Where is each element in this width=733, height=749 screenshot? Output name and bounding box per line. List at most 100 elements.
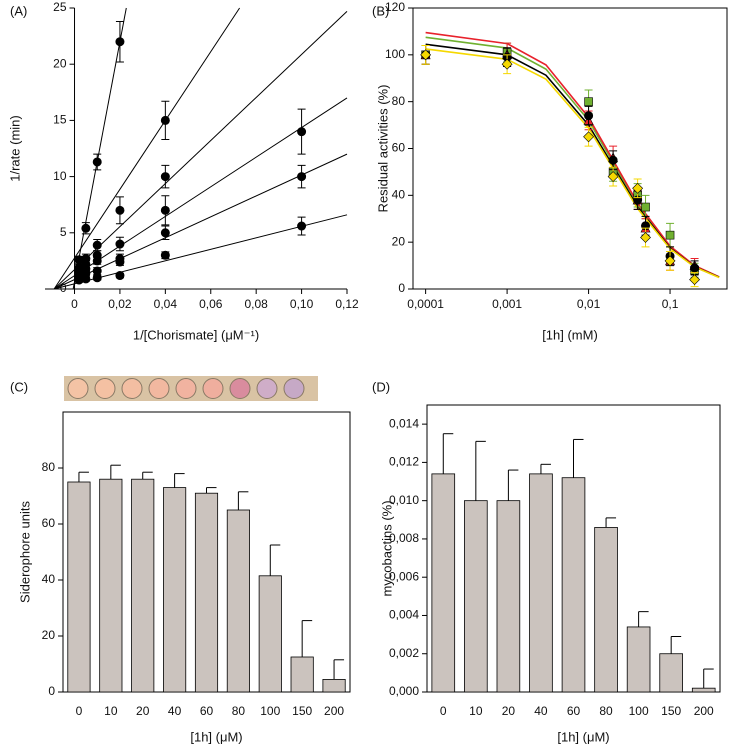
x-tick-label: 40 [168, 704, 182, 718]
marker [664, 255, 676, 267]
y-axis-title: mycobactins (%) [379, 500, 394, 596]
bar [226, 509, 250, 693]
x-tick-label: 10 [469, 704, 483, 718]
x-tick-label: 20 [502, 704, 516, 718]
marker [115, 37, 125, 47]
bar [464, 500, 488, 693]
y-tick-label: 15 [53, 113, 67, 127]
fit-line [53, 7, 241, 290]
y-tick-label: 5 [60, 225, 67, 239]
marker [584, 97, 593, 106]
y-tick-label: 0,004 [389, 608, 419, 622]
bar [431, 473, 456, 693]
well [148, 378, 170, 399]
marker [115, 271, 125, 281]
bar [496, 500, 521, 693]
x-tick-label: 60 [567, 704, 581, 718]
marker [160, 228, 170, 238]
y-tick-label: 0,002 [389, 646, 419, 660]
x-tick-label: 0 [76, 704, 83, 718]
x-axis-title: [1h] (mM) [542, 327, 598, 342]
marker [640, 232, 651, 243]
x-tick-label: 20 [136, 704, 150, 718]
bar [561, 477, 586, 693]
fit-line [425, 43, 720, 279]
x-tick-label: 0 [440, 704, 447, 718]
bar [290, 656, 314, 693]
marker [583, 131, 594, 143]
well [175, 378, 197, 399]
bar [99, 478, 123, 693]
marker [689, 274, 701, 286]
x-tick-label: 200 [694, 704, 714, 718]
well [229, 378, 251, 399]
marker [115, 205, 125, 215]
y-tick-label: 0,008 [389, 531, 419, 545]
well-strip [64, 376, 318, 401]
bar [659, 653, 683, 693]
marker [665, 230, 675, 240]
fit-line [425, 48, 720, 279]
marker [81, 274, 91, 284]
marker [632, 182, 644, 194]
marker [115, 257, 125, 267]
y-axis-title: Residual activities (%) [375, 85, 390, 213]
y-tick-label: 60 [392, 141, 406, 155]
marker [92, 240, 102, 250]
marker [160, 115, 170, 125]
y-tick-label: 60 [42, 516, 56, 530]
plot-frame [412, 7, 728, 290]
panel-label: (A) [10, 3, 27, 18]
fit-line [53, 11, 348, 290]
marker [607, 171, 619, 183]
marker [160, 172, 170, 182]
marker [160, 205, 170, 215]
x-tick-label: 40 [534, 704, 548, 718]
x-tick-label: 0,01 [577, 297, 601, 311]
marker [584, 111, 594, 121]
y-tick-label: 0 [398, 281, 405, 295]
x-tick-label: 0,001 [492, 297, 522, 311]
bar [691, 687, 716, 693]
x-tick-label: 60 [200, 704, 214, 718]
marker [501, 58, 513, 70]
y-tick-label: 80 [42, 460, 56, 474]
fit-line [425, 31, 720, 278]
y-tick-label: 0,000 [389, 684, 419, 698]
x-tick-label: 150 [661, 704, 681, 718]
marker [92, 273, 102, 283]
x-tick-label: 0,06 [199, 297, 223, 311]
x-axis-title: 1/[Chorismate] (μM⁻¹) [133, 327, 259, 342]
y-tick-label: 0,006 [389, 569, 419, 583]
marker [160, 250, 170, 260]
bar [626, 626, 651, 693]
marker [81, 223, 91, 233]
x-tick-label: 0,1 [662, 297, 679, 311]
bar [529, 473, 553, 693]
y-tick-label: 40 [42, 572, 56, 586]
x-tick-label: 100 [260, 704, 280, 718]
y-tick-label: 20 [392, 234, 406, 248]
x-tick-label: 0,10 [290, 297, 314, 311]
bar [258, 575, 282, 693]
panel-label: (B) [372, 3, 389, 18]
bar [594, 527, 618, 693]
x-tick-label: 150 [292, 704, 312, 718]
x-tick-label: 80 [232, 704, 246, 718]
marker [92, 256, 102, 266]
y-tick-label: 0 [60, 281, 67, 295]
marker [690, 263, 700, 273]
fit-line [425, 36, 720, 278]
y-tick-label: 20 [42, 628, 56, 642]
panel-label: (D) [372, 379, 390, 394]
y-axis-title: Siderophore units [17, 501, 32, 603]
y-tick-label: 80 [392, 94, 406, 108]
x-tick-label: 0,02 [108, 297, 132, 311]
y-tick-label: 25 [53, 0, 67, 14]
x-tick-label: 0,08 [244, 297, 268, 311]
y-tick-label: 20 [53, 56, 67, 70]
marker [297, 221, 307, 231]
well [202, 378, 224, 399]
marker [297, 127, 307, 137]
y-tick-label: 0,014 [389, 416, 419, 430]
